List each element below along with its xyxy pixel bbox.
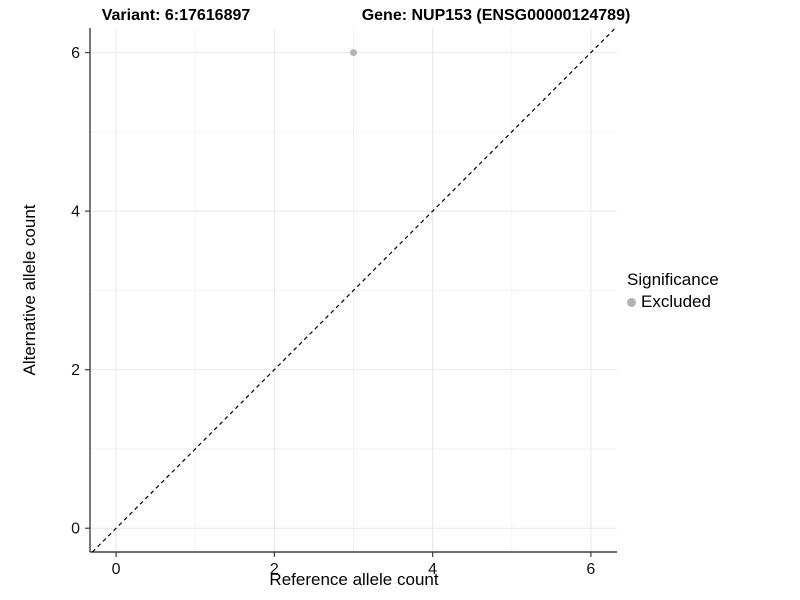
y-tick-label: 4	[71, 204, 80, 221]
x-tick-label: 4	[428, 561, 437, 578]
y-tick-label: 2	[71, 362, 80, 379]
legend-item-excluded: Excluded	[627, 292, 719, 312]
y-axis-title: Alternative allele count	[20, 204, 39, 376]
legend: Significance Excluded	[627, 270, 719, 312]
legend-point-icon	[627, 297, 636, 307]
plot-title-variant: Variant: 6:17616897	[101, 7, 251, 24]
x-tick-label: 0	[112, 561, 121, 578]
x-tick-label: 2	[270, 561, 279, 578]
y-tick-label: 6	[71, 45, 80, 62]
data-point	[350, 49, 357, 57]
plot-title-gene: Gene: NUP153 (ENSG00000124789)	[361, 7, 631, 24]
legend-title: Significance	[627, 270, 719, 289]
x-tick-label: 6	[586, 561, 595, 578]
x-axis-title: Reference allele count	[269, 570, 439, 589]
identity-line	[91, 27, 616, 553]
legend-item-label: Excluded	[641, 292, 711, 311]
y-tick-label: 0	[71, 521, 80, 538]
